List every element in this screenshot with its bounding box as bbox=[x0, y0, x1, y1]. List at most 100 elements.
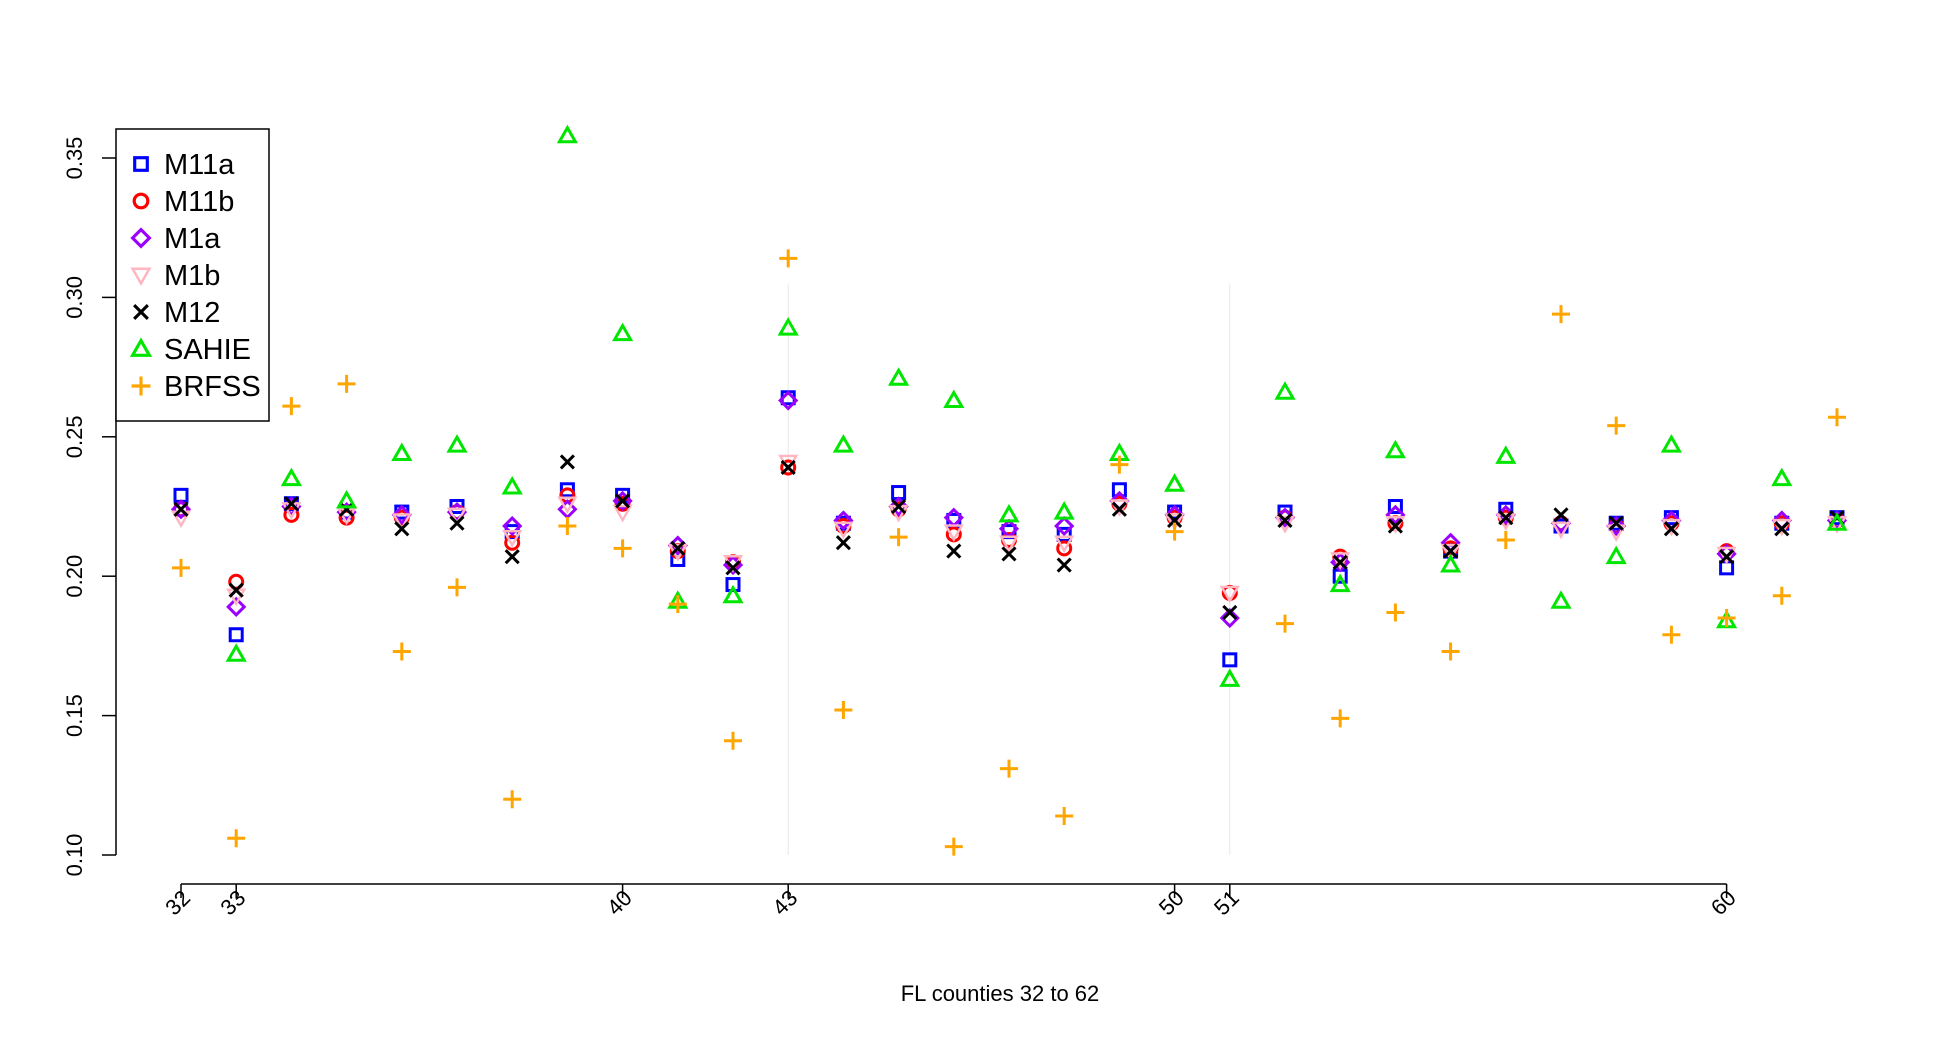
series-sahie bbox=[225, 124, 1848, 687]
data-point bbox=[1663, 521, 1679, 537]
data-point bbox=[778, 390, 799, 411]
legend-label: M1a bbox=[164, 223, 221, 255]
data-point bbox=[1441, 642, 1460, 661]
data-point bbox=[888, 496, 909, 517]
data-point bbox=[391, 513, 412, 531]
data-point bbox=[1329, 573, 1351, 593]
data-point bbox=[1054, 535, 1075, 554]
data-point bbox=[1553, 507, 1569, 523]
y-tick-label: 0.10 bbox=[62, 834, 87, 877]
data-point bbox=[1495, 445, 1517, 464]
data-point bbox=[283, 506, 300, 523]
y-tick-label: 0.15 bbox=[62, 694, 87, 737]
data-point bbox=[946, 543, 962, 559]
data-point bbox=[835, 535, 851, 551]
data-point bbox=[1498, 510, 1514, 526]
data-point bbox=[1719, 549, 1735, 565]
data-point bbox=[832, 434, 854, 453]
data-point bbox=[173, 501, 189, 517]
legend-marker bbox=[130, 227, 152, 249]
data-point bbox=[998, 503, 1020, 523]
series-m11b bbox=[173, 459, 1845, 601]
data-point bbox=[282, 397, 301, 416]
data-point bbox=[1772, 586, 1791, 605]
legend-marker bbox=[133, 304, 149, 320]
data-point bbox=[503, 790, 522, 809]
series-m12 bbox=[173, 454, 1845, 621]
data-point bbox=[1440, 554, 1462, 573]
data-point bbox=[1056, 557, 1072, 573]
y-tick-label: 0.25 bbox=[62, 415, 87, 458]
data-point bbox=[1774, 521, 1790, 537]
legend-marker bbox=[129, 337, 153, 357]
data-points bbox=[170, 124, 1848, 856]
data-point bbox=[1277, 512, 1293, 529]
data-point bbox=[1165, 522, 1184, 541]
legend-label: BRFSS bbox=[164, 371, 261, 403]
series-brfss bbox=[172, 249, 1846, 856]
data-point bbox=[336, 489, 358, 509]
data-point bbox=[780, 459, 796, 476]
data-point bbox=[448, 578, 466, 597]
data-point bbox=[1001, 546, 1017, 562]
data-point bbox=[943, 524, 964, 543]
data-point bbox=[1219, 607, 1240, 629]
y-tick-label: 0.30 bbox=[62, 276, 87, 319]
data-point bbox=[446, 434, 468, 453]
data-point bbox=[1055, 806, 1074, 825]
legend-label: M11a bbox=[164, 149, 235, 181]
data-point bbox=[1607, 416, 1626, 435]
series-m11a bbox=[173, 390, 1845, 668]
data-point bbox=[283, 496, 299, 512]
data-point bbox=[391, 504, 412, 525]
data-point bbox=[1661, 518, 1682, 537]
data-point bbox=[891, 498, 907, 515]
y-tick-label: 0.35 bbox=[62, 137, 87, 180]
data-point bbox=[394, 521, 410, 537]
data-point bbox=[1274, 381, 1296, 400]
legend-label: M12 bbox=[164, 297, 220, 329]
data-point bbox=[998, 535, 1020, 554]
data-point bbox=[1164, 513, 1185, 531]
data-point bbox=[777, 317, 799, 336]
y-axis: 0.10 0.15 0.20 0.25 0.30 0.35 bbox=[62, 137, 117, 877]
data-point bbox=[391, 442, 413, 462]
legend-label: SAHIE bbox=[164, 334, 251, 366]
data-point bbox=[501, 475, 523, 495]
data-point bbox=[1386, 603, 1405, 622]
data-point bbox=[1385, 516, 1406, 534]
data-point bbox=[834, 701, 853, 720]
data-point bbox=[1167, 512, 1183, 529]
data-point bbox=[446, 507, 468, 526]
data-point bbox=[1828, 408, 1846, 427]
x-tick-label: 32 bbox=[160, 885, 195, 920]
x-axis: 32 33 40 43 50 51 60 bbox=[160, 883, 1741, 920]
data-point bbox=[1606, 515, 1627, 537]
data-point bbox=[1717, 609, 1736, 628]
data-point bbox=[612, 322, 634, 342]
data-point bbox=[1608, 515, 1624, 531]
data-point bbox=[1606, 524, 1627, 543]
data-point bbox=[888, 367, 910, 386]
data-point bbox=[557, 496, 578, 515]
x-tick-label: 43 bbox=[767, 885, 802, 920]
data-point bbox=[1496, 530, 1515, 549]
data-point bbox=[1222, 604, 1238, 621]
data-point bbox=[833, 521, 854, 540]
data-point bbox=[559, 482, 575, 498]
data-point bbox=[724, 731, 742, 750]
legend-marker bbox=[132, 192, 150, 210]
data-point bbox=[1387, 518, 1403, 534]
data-point bbox=[612, 504, 633, 523]
data-point bbox=[615, 493, 631, 509]
x-tick-label: 60 bbox=[1706, 885, 1741, 920]
data-point bbox=[502, 529, 523, 548]
data-point bbox=[227, 829, 246, 848]
legend-label: M1b bbox=[164, 260, 220, 292]
data-point bbox=[1605, 545, 1627, 565]
data-point bbox=[1054, 515, 1075, 537]
x-axis-label: FL counties 32 to 62 bbox=[901, 981, 1100, 1006]
data-point bbox=[613, 539, 632, 558]
data-point bbox=[1276, 614, 1294, 633]
data-point bbox=[1771, 467, 1793, 487]
